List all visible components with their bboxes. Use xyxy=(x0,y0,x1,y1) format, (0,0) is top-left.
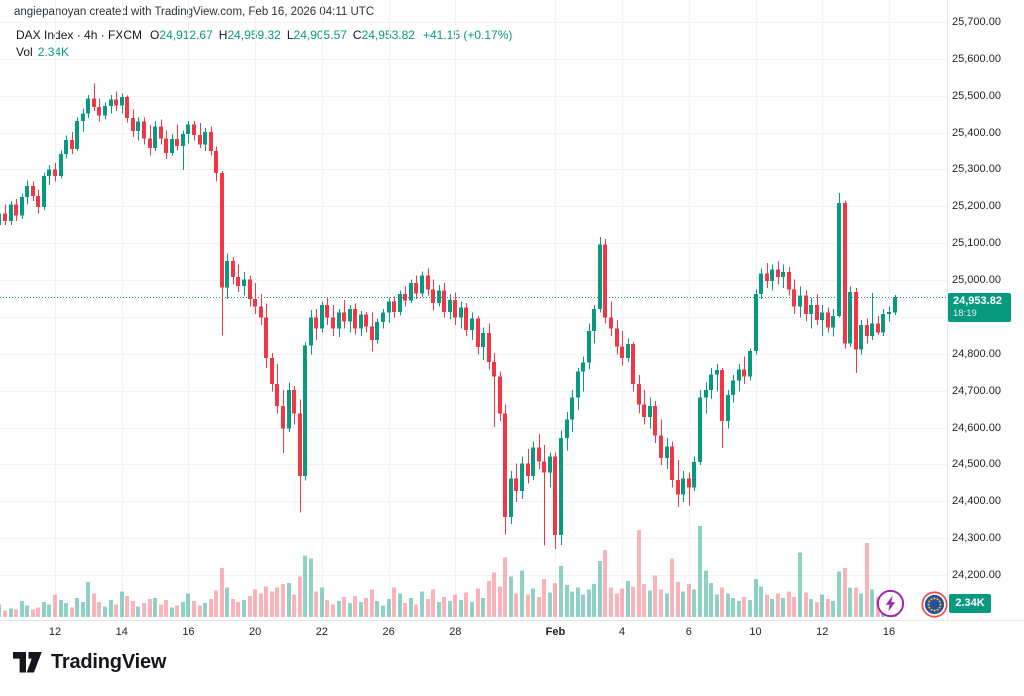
bar-countdown: 18:19 xyxy=(953,308,977,319)
time-axis-label: 6 xyxy=(685,626,692,638)
price-axis-label: 25,200.00 xyxy=(952,200,1001,213)
price-axis-label: 25,400.00 xyxy=(952,126,1001,139)
time-axis-label: Feb xyxy=(545,626,566,638)
lightning-icon[interactable] xyxy=(876,589,905,618)
ohlc-close: C24,953.82 xyxy=(352,28,415,42)
attribution-text: angiepanoyan created with TradingView.co… xyxy=(14,6,375,18)
price-axis-label: 24,600.00 xyxy=(952,421,1001,434)
time-axis-label: 10 xyxy=(749,626,762,638)
time-axis-label: 4 xyxy=(619,626,626,638)
eu-flag-icon xyxy=(921,591,948,618)
symbol-title: DAX Index · 4h · FXCM xyxy=(16,28,143,42)
price-axis-label: 24,300.00 xyxy=(952,532,1001,545)
price-axis-label: 24,400.00 xyxy=(952,495,1001,508)
volume-label: Vol xyxy=(16,45,33,59)
time-axis-label: 16 xyxy=(182,626,195,638)
price-axis-label: 24,800.00 xyxy=(952,347,1001,360)
ohlc-high: H24,959.32 xyxy=(218,28,281,42)
price-change: +41.15 (+0.17%) xyxy=(422,28,513,42)
price-axis[interactable]: 25,700.00 25,600.00 25,500.00 25,400.00 25,3… xyxy=(948,0,1024,620)
tradingview-logo-text: TradingView xyxy=(51,651,167,673)
time-axis-label: 12 xyxy=(816,626,829,638)
price-axis-label: 25,700.00 xyxy=(952,16,1001,28)
price-axis-label: 25,000.00 xyxy=(952,274,1001,287)
time-axis-label: 16 xyxy=(882,626,896,638)
time-axis-label: 26 xyxy=(382,626,395,638)
price-axis-label: 24,700.00 xyxy=(952,384,1001,397)
time-axis[interactable]: 12 14 16 20 22 26 28 Feb 4 6 10 12 16 xyxy=(0,620,1024,648)
ohlc-open: O24,912.67 xyxy=(150,28,213,42)
volume-badge: 2.34K xyxy=(949,594,991,613)
time-axis-label: 28 xyxy=(449,626,462,638)
symbol-legend: DAX Index · 4h · FXCM O24,912.67 H24,959.3… xyxy=(16,28,512,42)
last-price-value: 24,953.82 xyxy=(953,295,1002,307)
time-axis-label: 12 xyxy=(48,626,62,638)
volume-value: 2.34K xyxy=(37,45,70,59)
last-price-badge: 24,953.82 18:19 xyxy=(948,293,1011,322)
price-axis-label: 25,500.00 xyxy=(952,89,1001,102)
time-axis-label: 14 xyxy=(115,626,128,638)
eu-stars xyxy=(927,597,942,612)
price-axis-label: 24,500.00 xyxy=(952,458,1001,471)
ohlc-low: L24,905.57 xyxy=(286,28,347,42)
volume-legend: Vol 2.34K xyxy=(16,45,69,59)
time-axis-label: 20 xyxy=(249,626,262,638)
time-axis-label: 22 xyxy=(315,626,328,638)
price-axis-label: 25,100.00 xyxy=(952,237,1001,250)
tradingview-mark-icon xyxy=(13,651,42,672)
price-axis-label: 25,300.00 xyxy=(952,163,1001,176)
price-axis-label: 24,200.00 xyxy=(952,569,1001,581)
price-axis-label: 25,600.00 xyxy=(952,52,1001,65)
tradingview-logo[interactable]: TradingView xyxy=(13,651,166,674)
